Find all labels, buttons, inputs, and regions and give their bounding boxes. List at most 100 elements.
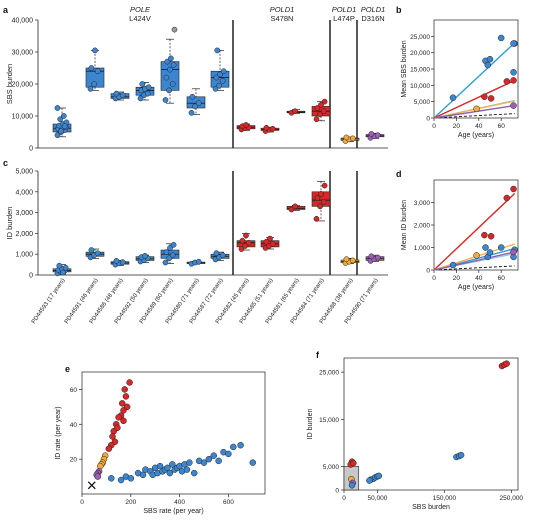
data-point xyxy=(239,237,246,244)
regression-line xyxy=(433,251,515,271)
data-point xyxy=(169,252,176,259)
data-point xyxy=(122,393,130,400)
data-point xyxy=(163,249,170,255)
data-point xyxy=(249,459,257,466)
x-tick-label: 150,000 xyxy=(433,495,457,502)
data-point xyxy=(214,47,221,54)
y-tick-label: 40,000 xyxy=(12,18,34,25)
data-point xyxy=(486,249,494,256)
x-axis-label: SBS burden xyxy=(412,504,450,511)
data-point xyxy=(503,78,511,85)
data-point xyxy=(169,81,176,87)
data-point xyxy=(92,47,98,54)
y-axis-label: Mean ID burden xyxy=(401,200,408,250)
data-point xyxy=(457,451,465,459)
data-point xyxy=(267,235,273,242)
data-point xyxy=(170,61,177,68)
y-tick-label: 60 xyxy=(70,387,78,394)
data-point xyxy=(166,87,172,94)
data-point xyxy=(348,482,356,489)
panel-letter: e xyxy=(65,364,70,374)
baseline-line xyxy=(433,113,515,119)
data-point xyxy=(137,95,144,102)
data-point xyxy=(145,84,152,91)
group-gene-label: POLE xyxy=(130,5,151,14)
data-point xyxy=(212,85,219,92)
y-axis-label: ID burden xyxy=(307,409,314,440)
data-point xyxy=(320,108,327,115)
data-point xyxy=(126,379,133,386)
data-point xyxy=(117,476,125,484)
data-point xyxy=(449,261,457,269)
data-point xyxy=(269,125,276,132)
data-point xyxy=(243,232,249,239)
x-tick-label: 20 xyxy=(453,123,461,130)
data-point xyxy=(139,471,147,479)
x-tick-label: 20 xyxy=(453,275,461,282)
y-axis-label: SBS burden xyxy=(5,64,14,104)
y-tick-label: 0 xyxy=(29,146,33,153)
data-point xyxy=(350,459,357,467)
data-point xyxy=(109,433,116,440)
data-point xyxy=(473,252,480,259)
data-point xyxy=(121,386,128,393)
data-point xyxy=(481,231,488,239)
y-tick-label: 15,000 xyxy=(319,417,339,424)
data-point xyxy=(94,68,101,75)
data-point xyxy=(167,66,173,73)
data-point xyxy=(88,65,95,71)
y-tick-label: 1,000 xyxy=(414,245,431,252)
data-point xyxy=(219,252,226,259)
data-point xyxy=(343,256,350,263)
data-point xyxy=(88,247,95,253)
data-point xyxy=(210,452,218,459)
data-point xyxy=(510,102,517,109)
data-point xyxy=(127,475,135,482)
data-point xyxy=(481,93,488,101)
data-point xyxy=(213,74,220,81)
panel-d: 0 20 40 60 0 1,000 2,000 3,000 Age (years) Mean I… xyxy=(401,179,519,291)
panel-letter: d xyxy=(396,169,402,179)
group-mutation-label: L424V xyxy=(129,14,151,23)
y-tick-label: 1,000 xyxy=(15,252,33,259)
data-point xyxy=(139,81,146,87)
y-tick-label: 0 xyxy=(426,116,430,123)
data-point xyxy=(217,71,223,78)
x-tick-label: 50,000 xyxy=(368,495,388,502)
data-point xyxy=(123,403,131,411)
y-axis-label: ID burden xyxy=(5,207,14,240)
data-point xyxy=(168,55,174,62)
y-tick-label: 2,000 xyxy=(414,223,431,230)
data-point xyxy=(167,245,173,251)
regression-line xyxy=(433,104,515,119)
data-point xyxy=(510,185,517,193)
data-point xyxy=(503,360,510,367)
data-point xyxy=(473,105,480,113)
data-point xyxy=(314,195,321,201)
data-point xyxy=(313,116,320,123)
data-point xyxy=(292,108,298,115)
data-point xyxy=(484,61,492,69)
data-point xyxy=(57,116,64,123)
y-tick-label: 0 xyxy=(426,268,430,275)
data-point xyxy=(375,472,383,480)
regression-line xyxy=(433,192,516,271)
x-tick-label: 0 xyxy=(432,275,436,282)
data-point xyxy=(156,462,164,470)
data-point xyxy=(105,445,113,452)
panel-letter: c xyxy=(3,158,8,168)
x-tick-label: 200 xyxy=(125,499,136,506)
y-tick-label: 5,000 xyxy=(414,99,431,106)
data-point xyxy=(374,254,381,261)
data-point xyxy=(195,100,202,107)
group-gene-label: POLD1 xyxy=(361,5,386,14)
data-point xyxy=(321,182,328,189)
data-point xyxy=(186,459,193,466)
y-tick-label: 4,000 xyxy=(15,189,33,196)
data-point xyxy=(368,253,375,260)
data-point xyxy=(497,244,505,251)
data-point xyxy=(313,215,320,222)
plot-frame xyxy=(343,357,519,491)
